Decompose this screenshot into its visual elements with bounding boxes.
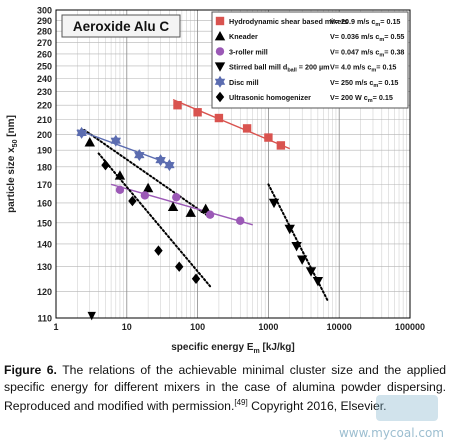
legend-marker-triangle-down <box>214 62 226 72</box>
caption-ref: [49] <box>234 398 248 407</box>
x-axis-label: specific energy Em [kJ/kg] <box>171 342 295 355</box>
x-tick-label: 10000 <box>327 322 352 332</box>
legend-marker-star <box>214 75 226 88</box>
data-point-triangle-down <box>296 255 308 265</box>
data-point-triangle-up <box>185 207 196 217</box>
data-point-triangle-down <box>284 224 295 235</box>
legend-marker-circle <box>215 47 225 56</box>
legend-params: V= 200 W cm= 0.15 <box>330 93 393 104</box>
plot-frame <box>55 9 411 319</box>
caption-text-2: Copyright 2016, Elsevier. <box>247 399 387 414</box>
data-point-triangle-up <box>84 137 95 147</box>
legend-label: Disc mill <box>229 78 259 87</box>
data-point-triangle-up <box>200 203 211 213</box>
y-tick-label: 290 <box>37 16 52 26</box>
data-point-circle <box>236 216 245 225</box>
y-tick-label: 250 <box>37 61 52 71</box>
legend-params: V= 0.047 m/s cm= 0.38 <box>330 47 404 58</box>
legend-marker-square <box>215 16 225 26</box>
y-tick-label: 120 <box>37 287 52 297</box>
data-point-diamond <box>191 273 201 284</box>
y-tick-label: 130 <box>37 262 52 272</box>
legend-box <box>211 11 409 109</box>
y-tick-label: 200 <box>37 130 52 140</box>
data-point-triangle-down <box>291 241 302 252</box>
data-point-triangle-down <box>312 277 324 287</box>
watermark-logo <box>376 395 438 421</box>
data-point-diamond <box>175 261 184 272</box>
y-tick-label: 260 <box>37 49 52 59</box>
data-point-triangle-up <box>142 182 154 193</box>
x-tick-label: 1000 <box>258 322 278 332</box>
legend-marker-triangle-up <box>214 31 226 41</box>
legend-params: V= 0.036 m/s cm= 0.55 <box>330 32 404 43</box>
chart: 1101201301401501601701801902002102202302… <box>6 6 425 356</box>
y-tick-label: 180 <box>37 162 52 172</box>
data-point-star <box>134 149 145 162</box>
data-point-star <box>76 126 87 139</box>
data-point-triangle-up <box>114 170 126 180</box>
data-point-diamond <box>101 159 110 171</box>
data-point-square <box>264 133 273 142</box>
y-axis-label: particle size x50 [nm] <box>6 115 19 213</box>
series-2-fit-line <box>110 183 253 226</box>
data-point-square <box>276 141 286 150</box>
legend-label: Stirred ball mill dball = 200 µm <box>229 63 330 74</box>
y-tick-label: 150 <box>37 218 52 228</box>
legend-params: V= 250 m/s cm= 0.15 <box>330 78 398 89</box>
data-point-circle <box>140 191 150 200</box>
legend-params: V= 20.9 m/s cm= 0.15 <box>330 17 400 28</box>
y-tick-label: 210 <box>37 115 52 125</box>
data-point-circle <box>205 210 215 219</box>
y-tick-label: 230 <box>37 87 52 97</box>
series-1-fit-line <box>83 128 214 220</box>
caption-text: The relations of the achievable minimal … <box>4 363 447 414</box>
legend-label: Kneader <box>229 32 258 41</box>
data-point-diamond <box>128 195 137 207</box>
y-tick-label: 240 <box>37 74 52 84</box>
data-point-square <box>214 113 224 123</box>
data-point-square <box>173 101 182 110</box>
y-tick-label: 160 <box>37 198 52 208</box>
data-point-square <box>242 124 252 133</box>
y-tick-label: 170 <box>37 180 52 190</box>
x-tick-label: 1 <box>53 322 58 332</box>
legend-label: Hydrodynamic shear based mixers <box>229 17 348 26</box>
figure-caption: Figure 6. The relations of the achievabl… <box>4 362 446 415</box>
y-tick-label: 110 <box>37 314 52 324</box>
legend-params: V= 4.0 m/s cm= 0.15 <box>330 63 396 74</box>
y-tick-label: 300 <box>37 6 52 16</box>
y-tick-label: 190 <box>37 146 52 156</box>
legend-label: Ultrasonic homogenizer <box>229 93 311 102</box>
y-tick-label: 270 <box>37 38 52 48</box>
chart-title-box <box>61 14 181 38</box>
data-point-triangle-up <box>167 201 179 212</box>
data-point-star <box>155 154 166 167</box>
data-point-square <box>193 108 202 117</box>
annotation-marker: ▼ <box>88 309 97 322</box>
data-point-star <box>110 134 121 147</box>
legend-marker-diamond <box>215 91 225 103</box>
watermark: www.mycoal.com <box>338 426 444 440</box>
data-point-star <box>164 159 175 172</box>
data-point-diamond <box>154 245 163 256</box>
data-point-circle <box>172 193 181 202</box>
y-tick-label: 280 <box>37 27 52 37</box>
chart-title: Aeroxide Alu C <box>73 19 170 34</box>
x-tick-label: 100000 <box>395 322 425 332</box>
data-point-triangle-down <box>268 198 280 209</box>
y-tick-label: 140 <box>37 239 52 249</box>
caption-label: Figure 6. <box>4 363 57 377</box>
y-tick-label: 220 <box>37 101 52 111</box>
data-point-circle <box>115 185 125 195</box>
data-point-triangle-down <box>305 267 317 277</box>
x-tick-label: 100 <box>190 322 205 332</box>
x-tick-label: 10 <box>122 322 132 332</box>
legend-label: 3-roller mill <box>229 47 268 56</box>
